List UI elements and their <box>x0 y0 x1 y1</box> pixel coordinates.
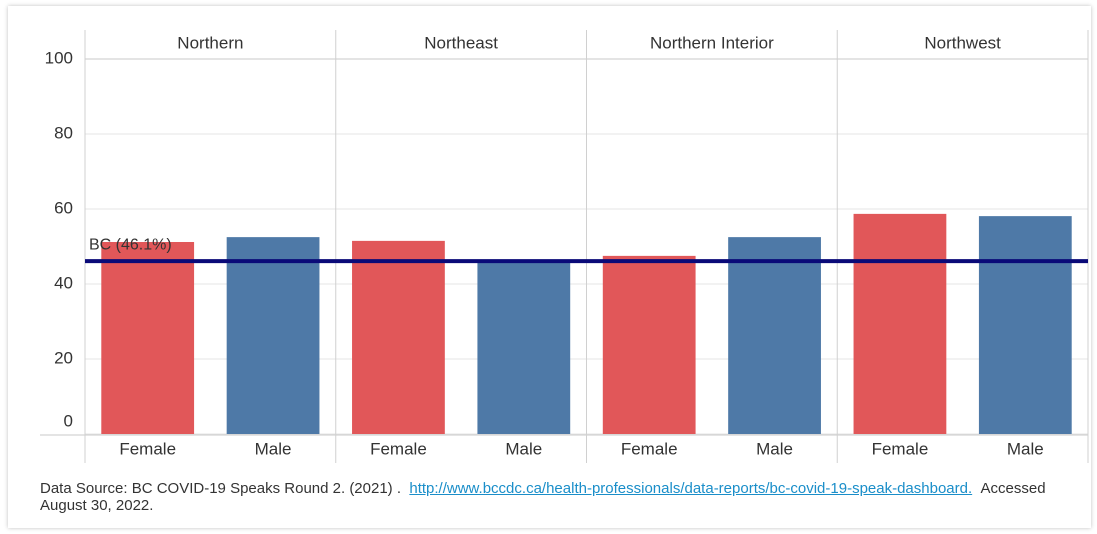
reference-label: BC (46.1%) <box>89 236 172 253</box>
bar <box>602 255 696 434</box>
bar <box>477 261 571 434</box>
bar <box>226 237 320 434</box>
bar <box>352 240 445 434</box>
panel-header: Northeast <box>424 33 498 52</box>
x-tick-label: Male <box>505 439 542 458</box>
panel-header: Northern Interior <box>650 33 774 52</box>
y-tick-label: 20 <box>54 348 73 367</box>
source-note: Data Source: BC COVID-19 Speaks Round 2.… <box>40 480 1085 514</box>
bar <box>728 237 821 434</box>
y-tick-label: 100 <box>45 48 73 67</box>
accessed-text: Accessed August 30, 2022. <box>40 480 1046 514</box>
y-tick-label: 40 <box>54 273 73 292</box>
panel-header: Northern <box>177 33 243 52</box>
bar <box>101 242 195 434</box>
y-tick-label: 60 <box>54 198 73 217</box>
x-tick-label: Female <box>119 439 176 458</box>
x-tick-label: Male <box>255 439 292 458</box>
bar <box>853 213 947 434</box>
source-link[interactable]: http://www.bccdc.ca/health-professionals… <box>409 480 973 497</box>
panel-header: Northwest <box>924 33 1001 52</box>
source-text: Data Source: BC COVID-19 Speaks Round 2.… <box>40 480 402 497</box>
x-tick-label: Female <box>370 439 427 458</box>
y-tick-label: 0 <box>64 411 73 430</box>
x-tick-label: Female <box>621 439 678 458</box>
x-tick-label: Female <box>872 439 929 458</box>
x-tick-label: Male <box>756 439 793 458</box>
chart: 0 20 40 60 80 100 Northern Female Male Northeast F… <box>40 30 1089 463</box>
y-tick-label: 80 <box>54 123 73 142</box>
x-tick-label: Male <box>1007 439 1044 458</box>
bar <box>978 216 1072 434</box>
